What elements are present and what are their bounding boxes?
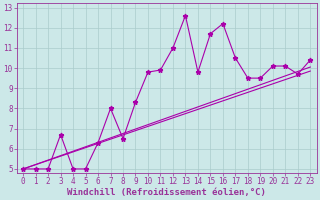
X-axis label: Windchill (Refroidissement éolien,°C): Windchill (Refroidissement éolien,°C) bbox=[67, 188, 266, 197]
